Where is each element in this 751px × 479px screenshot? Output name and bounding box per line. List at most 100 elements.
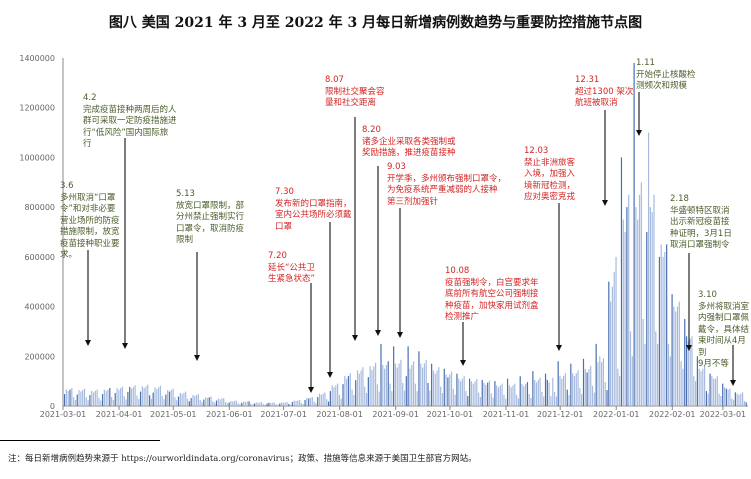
x-tick-label: 2021-09-01 — [372, 410, 419, 419]
bar — [85, 397, 87, 406]
bar — [125, 399, 127, 406]
annotation-text: 发布新的口罩指南， 室内公共场所必须戴 口罩 — [275, 198, 352, 232]
bar — [619, 376, 621, 406]
bar — [734, 392, 736, 406]
bar — [588, 368, 590, 406]
bar — [423, 363, 425, 406]
bar — [738, 394, 740, 406]
bar — [731, 398, 733, 406]
annotation-8-07: 8.07 限制社交聚会容 量和社交距离 — [325, 75, 385, 110]
bar — [362, 367, 364, 406]
bar — [80, 391, 82, 406]
bar — [364, 386, 366, 406]
bar — [290, 404, 292, 406]
bar — [230, 401, 232, 406]
x-tick-label: 2021-06-01 — [206, 410, 253, 419]
annotation-date: 1.11 — [636, 58, 655, 68]
bar — [637, 219, 639, 406]
annotation-text: 完成疫苗接种两周后的人 群可采取一定防疫措施进 行“低风险”国内国际旅 行 — [83, 104, 177, 150]
bar — [519, 376, 521, 406]
bar — [311, 397, 313, 406]
bar — [152, 392, 154, 406]
annotation-2-18: 2.18 华盛顿特区取消 出示新冠疫苗接 种证明，3月1日 取消口罩强制令 — [670, 194, 732, 252]
bar — [367, 377, 369, 406]
bar — [443, 368, 445, 406]
bar — [510, 387, 512, 406]
bar — [320, 394, 322, 406]
bar — [212, 401, 214, 406]
annotation-date: 2.18 — [670, 194, 689, 204]
bar — [723, 387, 726, 406]
bar — [308, 398, 310, 406]
bar — [78, 390, 80, 406]
bar — [586, 372, 588, 406]
bar — [94, 390, 96, 406]
bar — [485, 384, 487, 406]
bar — [120, 388, 122, 406]
bar — [420, 363, 422, 406]
bar — [499, 385, 501, 406]
annotation-text: 多州取消“口罩 令”和对非必要 营业场所的防疫 措施限制，放宽 疫苗接种职业要 … — [60, 192, 120, 261]
bar — [335, 385, 337, 406]
y-tick-label: 1200000 — [19, 104, 55, 113]
bar — [282, 402, 284, 406]
bar — [116, 388, 118, 406]
bar — [210, 396, 212, 406]
bar — [228, 402, 230, 406]
bar — [414, 383, 416, 406]
bar — [241, 402, 243, 406]
bar — [687, 341, 689, 406]
bar — [329, 391, 331, 406]
bar — [295, 401, 297, 406]
bar — [83, 388, 86, 406]
bar — [584, 368, 586, 406]
bar — [206, 398, 209, 406]
bar — [431, 363, 433, 406]
x-tick-label: 2022-01-01 — [593, 410, 640, 419]
bar — [358, 373, 360, 406]
bar — [684, 319, 686, 406]
bar — [186, 398, 189, 406]
bar — [566, 389, 568, 406]
bar — [487, 382, 489, 406]
annotation-text: 禁止非洲旅客 入境，加强入 境新冠检测， 应对奥密克戎 — [524, 157, 576, 203]
bar — [528, 394, 530, 406]
bar — [302, 404, 304, 406]
bar — [67, 391, 69, 406]
bar — [369, 366, 371, 406]
bar — [483, 382, 485, 406]
bar — [74, 400, 77, 406]
bar — [299, 400, 301, 406]
bar — [201, 402, 203, 406]
bar — [667, 343, 670, 406]
bar — [101, 394, 104, 406]
bar — [476, 379, 478, 406]
bar — [655, 331, 657, 406]
bar — [248, 401, 250, 406]
bar — [608, 281, 610, 406]
bar — [402, 382, 404, 406]
bar — [494, 381, 496, 406]
x-tick-label: 2021-04-01 — [96, 410, 143, 419]
bar — [317, 397, 319, 406]
bar — [346, 378, 348, 406]
bar — [170, 390, 172, 406]
bar — [525, 384, 527, 406]
bar — [87, 400, 89, 406]
bar — [532, 371, 534, 406]
bar — [300, 403, 303, 406]
bar — [337, 383, 339, 406]
bar — [434, 373, 436, 406]
bar — [606, 390, 608, 406]
bar — [425, 359, 427, 406]
bar — [322, 393, 324, 406]
footnote: 注：每日新增病例趋势来源于 https://ourworldindata.org… — [8, 454, 477, 464]
bar — [394, 363, 397, 406]
bar — [468, 378, 471, 406]
bar — [147, 384, 149, 406]
bar — [382, 364, 384, 406]
bar — [217, 398, 219, 406]
annotation-12-31: 12.31 超过1300 架次 航班被取消 — [575, 75, 633, 110]
bar — [347, 375, 350, 406]
